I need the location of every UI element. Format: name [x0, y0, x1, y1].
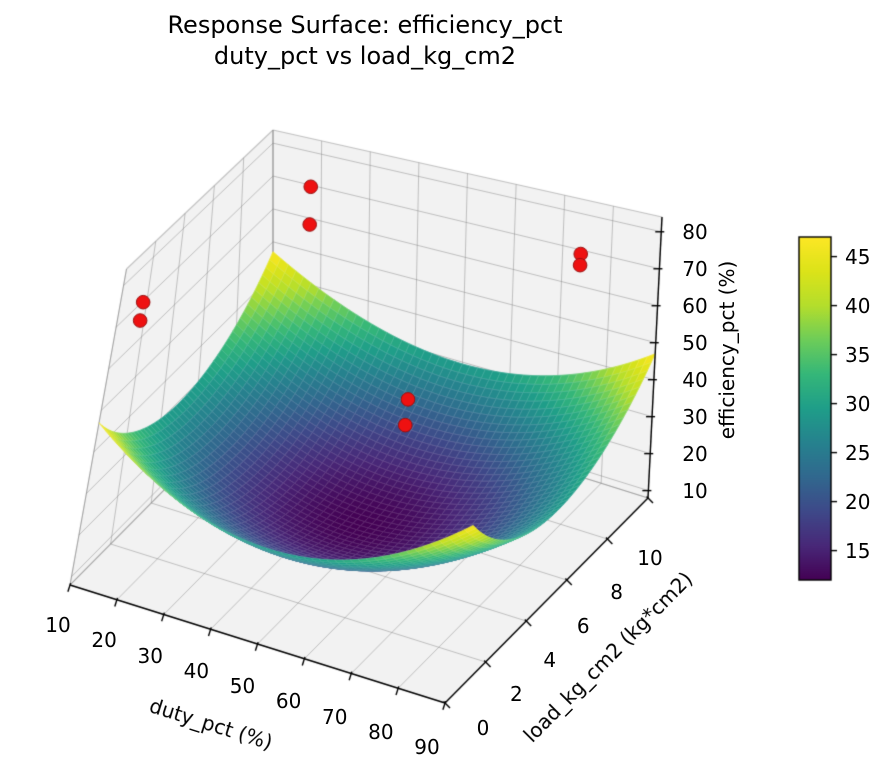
z-axis-label: efficiency_pct (%) — [715, 260, 739, 440]
chart-title: Response Surface: efficiency_pct duty_pct… — [35, 10, 695, 72]
chart-title-line2: duty_pct vs load_kg_cm2 — [213, 42, 517, 70]
chart-title-line1: Response Surface: efficiency_pct — [167, 11, 563, 39]
